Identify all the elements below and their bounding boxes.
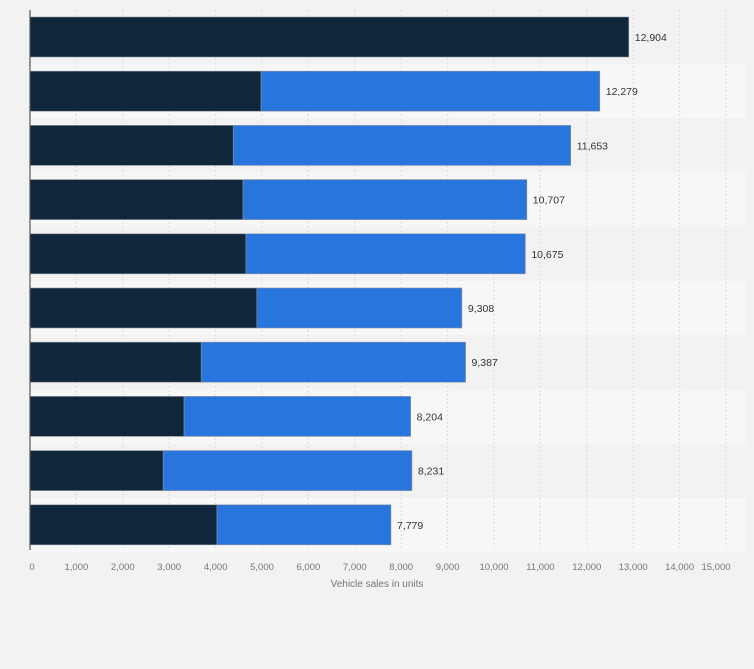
x-tick-label: 11,000 xyxy=(526,562,554,573)
x-tick-label: 12,000 xyxy=(572,562,601,573)
data-label: 11,653 xyxy=(577,140,608,152)
bar-segment-series-2 xyxy=(260,70,601,112)
bar-segment-series-1 xyxy=(29,450,164,491)
bar-segment-series-2 xyxy=(242,179,528,220)
x-axis-title: Vehicle sales in units xyxy=(331,579,424,590)
x-tick-label: 4,000 xyxy=(204,562,228,573)
bar-segment-series-1 xyxy=(29,125,234,166)
bar-segment-series-1 xyxy=(29,504,218,546)
bar-segment-series-1 xyxy=(29,16,630,58)
data-label: 12,279 xyxy=(606,86,638,98)
x-tick-label: 1,000 xyxy=(65,562,89,573)
data-label: 10,675 xyxy=(531,249,563,261)
bar-segment-series-1 xyxy=(29,287,258,329)
x-tick-label: 10,000 xyxy=(479,562,508,573)
bar-segment-series-1 xyxy=(29,233,247,275)
x-tick-label: 0 xyxy=(29,562,34,573)
bars xyxy=(29,16,630,546)
x-tick-label: 8,000 xyxy=(389,562,413,573)
data-label: 8,204 xyxy=(417,411,443,423)
data-label: 8,231 xyxy=(418,466,444,478)
x-tick-label: 2,000 xyxy=(111,562,135,573)
bar-segment-series-1 xyxy=(29,179,244,220)
x-tick-label: 5,000 xyxy=(250,562,274,573)
x-tick-labels: 0 1,000 2,000 3,000 4,000 5,000 6,000 7,000 8,00… xyxy=(29,562,730,573)
bar-segment-series-2 xyxy=(162,450,413,491)
x-tick-label: 7,000 xyxy=(343,562,367,573)
data-labels: 12,904 12,279 11,653 10,707 10,675 9,308 9,387… xyxy=(397,32,667,532)
data-label: 7,779 xyxy=(397,520,423,532)
x-tick-label: 15,000 xyxy=(701,562,730,573)
x-tick-label: 14,000 xyxy=(665,562,694,573)
data-label: 9,387 xyxy=(472,357,498,369)
x-tick-label: 9,000 xyxy=(436,562,460,573)
data-label: 10,707 xyxy=(533,195,565,207)
bar-segment-series-2 xyxy=(256,287,463,329)
bar-segment-series-2 xyxy=(200,341,466,383)
bar-segment-series-1 xyxy=(29,396,185,437)
bar-segment-series-2 xyxy=(245,233,526,275)
data-label: 9,308 xyxy=(468,303,494,315)
bar-segment-series-1 xyxy=(29,70,262,112)
data-label: 12,904 xyxy=(635,32,667,44)
x-tick-label: 13,000 xyxy=(619,562,648,573)
x-tick-label: 3,000 xyxy=(157,562,181,573)
bar-segment-series-2 xyxy=(232,125,571,166)
bar-segment-series-2 xyxy=(183,396,411,437)
x-tick-label: 6,000 xyxy=(297,562,321,573)
bar-segment-series-1 xyxy=(29,341,202,383)
bar-segment-series-2 xyxy=(216,504,392,546)
